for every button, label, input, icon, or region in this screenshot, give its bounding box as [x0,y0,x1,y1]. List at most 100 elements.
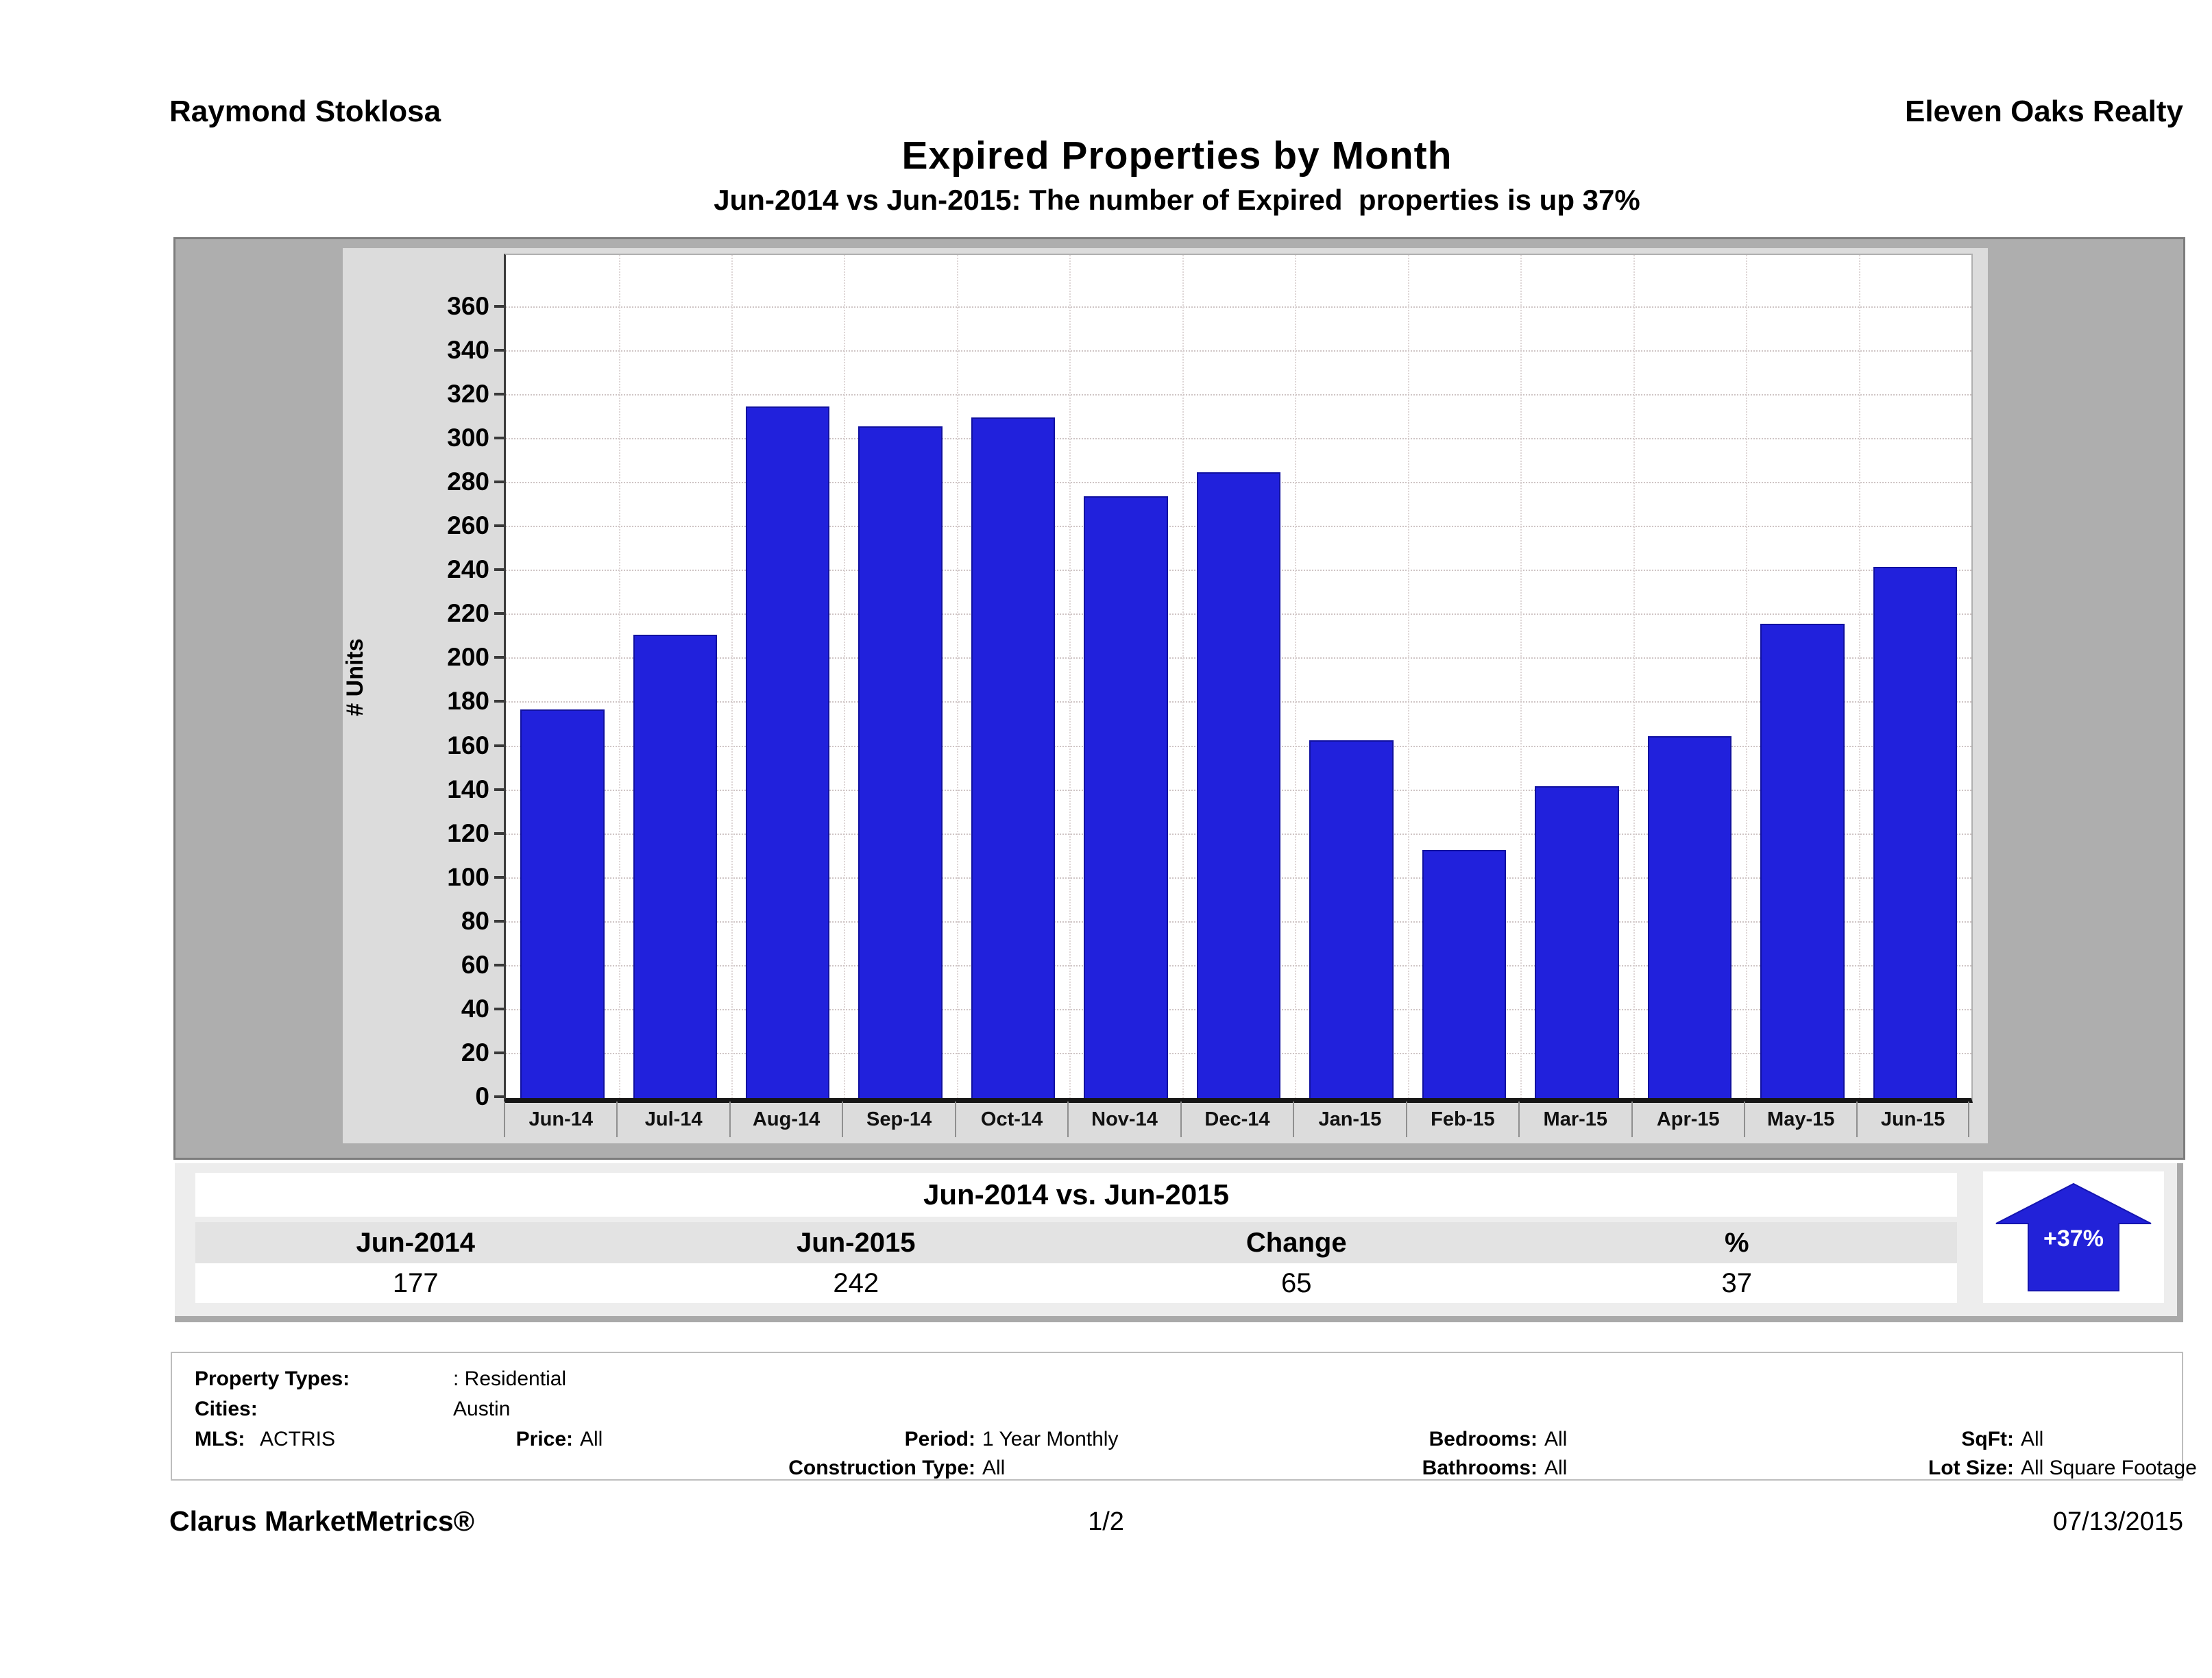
y-axis-tick-240: 240 [447,555,504,583]
bar-jul-14 [633,635,717,1098]
price-label: Price: [515,1428,573,1450]
bar-mar-15 [1535,786,1619,1098]
x-axis-label-jul-14: Jul-14 [616,1102,729,1137]
summary-table-header: Jun-2014 Jun-2015 Change % [195,1222,1957,1263]
y-axis-tick-40: 40 [461,995,504,1023]
v-gridline-5 [1069,255,1071,1098]
summary-table-title: Jun-2014 vs. Jun-2015 [195,1173,1957,1217]
summary-col-jun-2015: Jun-2015 [797,1228,916,1258]
y-axis-tick-220: 220 [447,599,504,627]
trend-arrow-label: +37% [2043,1226,2104,1252]
summary-value-jun-2014: 177 [392,1268,439,1298]
x-axis-label-mar-15: Mar-15 [1518,1102,1631,1137]
construction-type-label: Construction Type: [788,1457,975,1479]
bar-feb-15 [1422,850,1507,1098]
footer-brand: Clarus MarketMetrics® [169,1505,474,1537]
summary-value-jun-2015: 242 [833,1268,879,1298]
bar-oct-14 [971,417,1056,1098]
bathrooms-label: Bathrooms: [1422,1457,1538,1479]
construction-type-value: All [982,1457,1006,1479]
bar-jun-14 [520,709,605,1098]
v-gridline-10 [1633,255,1635,1098]
cities-label: Cities: [195,1398,258,1420]
mls-label: MLS: [195,1428,245,1450]
y-axis-tick-120: 120 [447,819,504,847]
v-gridline-11 [1746,255,1748,1098]
y-axis-tick-100: 100 [447,863,504,891]
y-axis-tick-180: 180 [447,687,504,715]
summary-band: Jun-2014 vs. Jun-2015 Jun-2014 Jun-2015 … [175,1163,2183,1322]
y-axis-tick-260: 260 [447,511,504,539]
y-axis-tick-360: 360 [447,292,504,320]
x-axis-label-sep-14: Sep-14 [842,1102,954,1137]
bathrooms-value: All [1544,1457,1568,1479]
bedrooms-label: Bedrooms: [1429,1428,1538,1450]
bar-may-15 [1760,624,1845,1098]
cities-value: Austin [453,1398,511,1420]
x-axis-label-jun-15: Jun-15 [1856,1102,1969,1137]
bar-nov-14 [1084,496,1168,1098]
summary-value-change: 65 [1281,1268,1312,1298]
h-gridline-300 [506,438,1971,440]
v-gridline-4 [956,255,958,1098]
plot-area [504,254,1973,1103]
x-axis-label-apr-15: Apr-15 [1631,1102,1744,1137]
x-axis-label-dec-14: Dec-14 [1180,1102,1293,1137]
x-axis-label-nov-14: Nov-14 [1067,1102,1180,1137]
page-title: Expired Properties by Month [901,134,1453,178]
summary-col-change: Change [1245,1228,1347,1258]
v-gridline-1 [618,255,620,1098]
x-axis-label-aug-14: Aug-14 [729,1102,842,1137]
agent-name: Raymond Stoklosa [169,95,441,128]
summary-table: Jun-2014 vs. Jun-2015 Jun-2014 Jun-2015 … [195,1173,1957,1303]
mls-value: ACTRIS [260,1428,336,1450]
v-gridline-7 [1295,255,1297,1098]
y-axis-tick-0: 0 [475,1082,504,1110]
property-types-value: : Residential [453,1367,567,1390]
period-value: 1 Year Monthly [982,1428,1119,1450]
x-axis-label-oct-14: Oct-14 [954,1102,1067,1137]
page-subtitle: Jun-2014 vs Jun-2015: The number of Expi… [714,184,1640,216]
filters-box: Property Types: : Residential Cities: Au… [171,1352,2197,1481]
sqft-value: All [2021,1428,2044,1450]
v-gridline-8 [1407,255,1409,1098]
y-axis-tick-80: 80 [461,907,504,935]
h-gridline-360 [506,306,1971,308]
bedrooms-value: All [1544,1428,1568,1450]
bar-jan-15 [1309,740,1394,1098]
v-gridline-9 [1520,255,1522,1098]
company-name: Eleven Oaks Realty [1904,95,2183,128]
summary-value-percent: 37 [1721,1268,1753,1298]
bar-aug-14 [745,406,830,1098]
y-axis-tick-160: 160 [447,731,504,759]
x-axis-label-feb-15: Feb-15 [1405,1102,1518,1137]
property-types-label: Property Types: [195,1367,350,1390]
v-gridline-2 [731,255,733,1098]
summary-col-jun-2014: Jun-2014 [356,1228,475,1258]
y-axis-tick-20: 20 [461,1038,504,1067]
sqft-label: SqFt: [1961,1428,2014,1450]
lot-size-value: All Square Footage [2021,1457,2197,1479]
h-gridline-340 [506,350,1971,352]
h-gridline-320 [506,394,1971,396]
lot-size-label: Lot Size: [1928,1457,2014,1479]
y-axis-tick-300: 300 [447,424,504,452]
x-axis-label-jun-14: Jun-14 [504,1102,616,1137]
y-axis-tick-200: 200 [447,643,504,671]
bar-jun-15 [1873,566,1957,1098]
y-axis-tick-320: 320 [447,380,504,408]
up-arrow-icon: +37% [1995,1182,2152,1291]
x-axis-label-jan-15: Jan-15 [1293,1102,1405,1137]
v-gridline-12 [1858,255,1860,1098]
summary-col-percent: % [1724,1228,1749,1258]
v-gridline-6 [1182,255,1184,1098]
x-axis-label-may-15: May-15 [1743,1102,1856,1137]
bar-apr-15 [1647,735,1732,1098]
y-axis-ticks: 0 20 40 60 80 100 120 140 160 180 200 220 240 260 280 3… [343,254,504,1110]
v-gridline-3 [844,255,846,1098]
price-value: All [580,1428,603,1450]
y-axis-tick-60: 60 [461,951,504,979]
footer-date: 07/13/2015 [2052,1507,2183,1536]
y-axis-tick-280: 280 [447,467,504,496]
